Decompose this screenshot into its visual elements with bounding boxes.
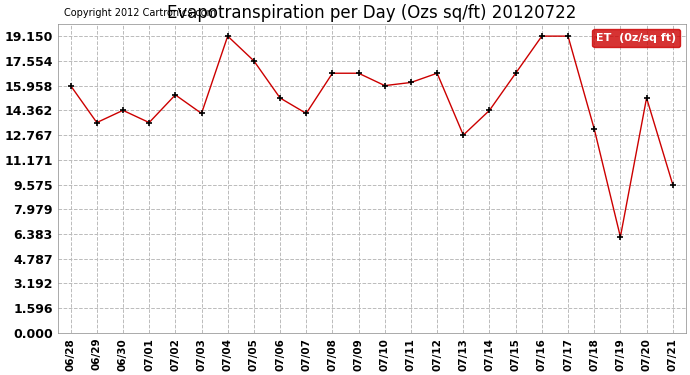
Title: Evapotranspiration per Day (Ozs sq/ft) 20120722: Evapotranspiration per Day (Ozs sq/ft) 2… — [167, 4, 576, 22]
Text: Copyright 2012 Cartronics.com: Copyright 2012 Cartronics.com — [63, 8, 216, 18]
Legend: ET  (0z/sq ft): ET (0z/sq ft) — [593, 29, 680, 47]
